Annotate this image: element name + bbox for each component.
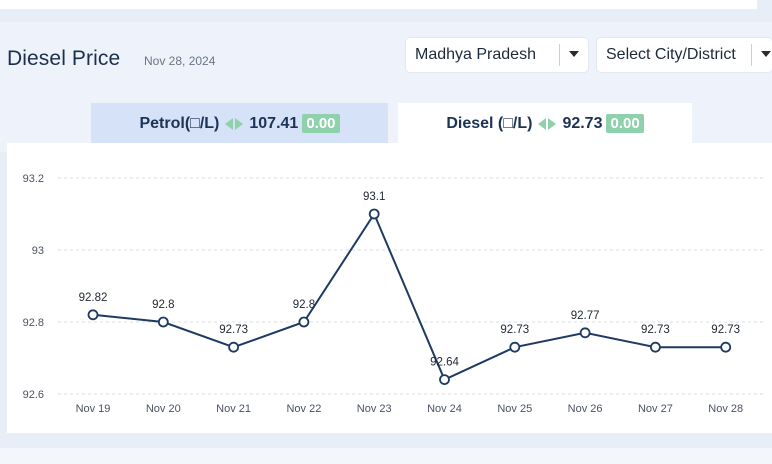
data-point <box>439 374 450 386</box>
data-point <box>228 341 240 353</box>
data-label: 92.73 <box>219 324 248 336</box>
y-tick-label: 93.2 <box>23 173 44 185</box>
data-point <box>157 316 169 328</box>
series-line <box>92 211 726 381</box>
y-tick-label: 92.6 <box>23 389 44 401</box>
x-tick-label: Nov 21 <box>216 403 251 415</box>
tab-diesel-price: 92.73 <box>562 114 603 132</box>
x-tick-label: Nov 20 <box>146 403 181 415</box>
y-tick-label: 93 <box>32 245 44 257</box>
data-point <box>368 208 380 220</box>
city-select-value: Select City/District <box>606 46 736 63</box>
x-tick-label: Nov 22 <box>286 403 321 415</box>
data-label: 92.73 <box>711 324 740 336</box>
x-tick-label: Nov 24 <box>427 403 462 415</box>
page-date: Nov 28, 2024 <box>144 54 216 68</box>
chevron-down-icon[interactable] <box>569 51 579 57</box>
tab-petrol-label: Petrol(□/L) <box>139 114 220 132</box>
data-label: 92.73 <box>500 324 529 336</box>
data-point <box>87 309 99 321</box>
top-strip <box>0 0 757 9</box>
tab-diesel-label: Diesel (□/L) <box>446 114 533 132</box>
data-label: 93.1 <box>363 191 385 203</box>
state-select[interactable]: Madhya Pradesh <box>406 38 588 72</box>
data-label: 92.64 <box>430 357 459 369</box>
data-point <box>509 341 521 353</box>
left-right-arrows-icon <box>225 117 244 130</box>
tab-diesel[interactable]: Diesel (□/L) 92.73 0.00 <box>398 103 692 144</box>
y-tick-label: 92.8 <box>23 317 44 329</box>
tab-petrol-price: 107.41 <box>249 114 299 132</box>
x-tick-label: Nov 23 <box>357 403 392 415</box>
left-right-arrows-icon <box>538 117 557 130</box>
chart-panel: 92.6 92.8 93 93.2 Nov 19 Nov 20 Nov 21 Nov 22 No… <box>7 143 772 433</box>
data-label: 92.77 <box>571 310 600 322</box>
data-label: 92.8 <box>293 299 315 311</box>
data-point <box>650 341 661 353</box>
bottom-strip <box>0 448 772 464</box>
data-label: 92.82 <box>79 292 108 304</box>
city-select[interactable]: Select City/District <box>597 38 772 72</box>
tab-diesel-change-badge: 0.00 <box>606 114 644 133</box>
select-divider <box>559 44 560 66</box>
state-select-value: Madhya Pradesh <box>415 46 536 63</box>
data-label: 92.73 <box>641 324 670 336</box>
tab-petrol-change-badge: 0.00 <box>302 114 340 133</box>
x-tick-label: Nov 25 <box>497 403 532 415</box>
x-tick-label: Nov 19 <box>76 403 111 415</box>
data-label: 92.8 <box>152 299 174 311</box>
price-line-chart: 92.6 92.8 93 93.2 Nov 19 Nov 20 Nov 21 Nov 22 No… <box>23 173 765 415</box>
x-tick-label: Nov 28 <box>708 403 743 415</box>
tab-petrol[interactable]: Petrol(□/L) 107.41 0.00 <box>91 103 388 144</box>
data-point <box>579 327 591 339</box>
x-tick-label: Nov 27 <box>638 403 673 415</box>
select-divider <box>751 44 752 66</box>
x-tick-label: Nov 26 <box>568 403 603 415</box>
page-title: Diesel Price <box>7 47 121 70</box>
data-point <box>720 341 732 353</box>
data-point <box>298 316 310 328</box>
chevron-down-icon[interactable] <box>761 51 771 57</box>
